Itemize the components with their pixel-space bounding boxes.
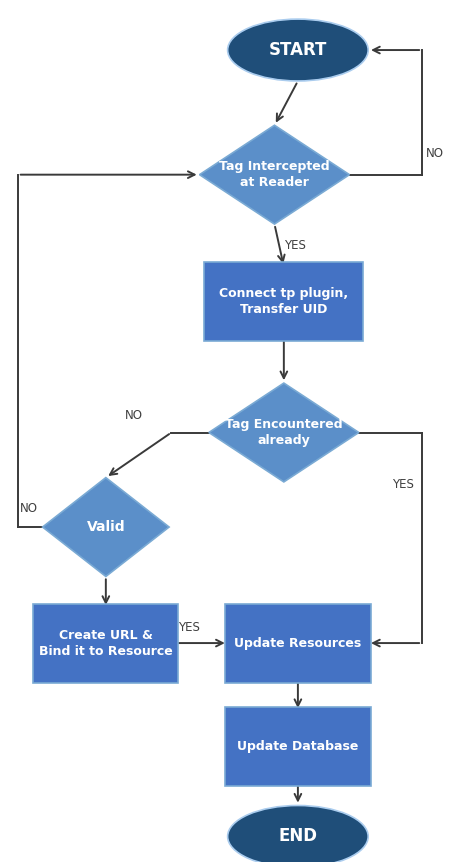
Text: Tag Encountered
already: Tag Encountered already bbox=[225, 418, 343, 447]
Text: NO: NO bbox=[20, 502, 38, 515]
Text: Create URL &
Bind it to Resource: Create URL & Bind it to Resource bbox=[39, 629, 173, 657]
Text: YES: YES bbox=[284, 239, 306, 252]
Polygon shape bbox=[209, 383, 359, 482]
Text: YES: YES bbox=[392, 477, 413, 490]
Polygon shape bbox=[200, 125, 349, 224]
Text: START: START bbox=[269, 41, 327, 59]
Text: YES: YES bbox=[178, 621, 201, 634]
Text: NO: NO bbox=[426, 147, 444, 160]
Text: Tag Intercepted
at Reader: Tag Intercepted at Reader bbox=[219, 160, 330, 189]
Text: END: END bbox=[278, 828, 318, 845]
Polygon shape bbox=[43, 477, 169, 576]
Text: Valid: Valid bbox=[87, 520, 125, 534]
FancyBboxPatch shape bbox=[225, 604, 371, 682]
FancyBboxPatch shape bbox=[225, 707, 371, 785]
Ellipse shape bbox=[228, 805, 368, 865]
Text: Connect tp plugin,
Transfer UID: Connect tp plugin, Transfer UID bbox=[219, 287, 348, 317]
Text: NO: NO bbox=[125, 409, 143, 422]
Ellipse shape bbox=[228, 19, 368, 81]
FancyBboxPatch shape bbox=[204, 262, 364, 342]
FancyBboxPatch shape bbox=[33, 604, 178, 682]
Text: Update Resources: Update Resources bbox=[234, 637, 362, 650]
Text: Update Database: Update Database bbox=[237, 740, 359, 753]
